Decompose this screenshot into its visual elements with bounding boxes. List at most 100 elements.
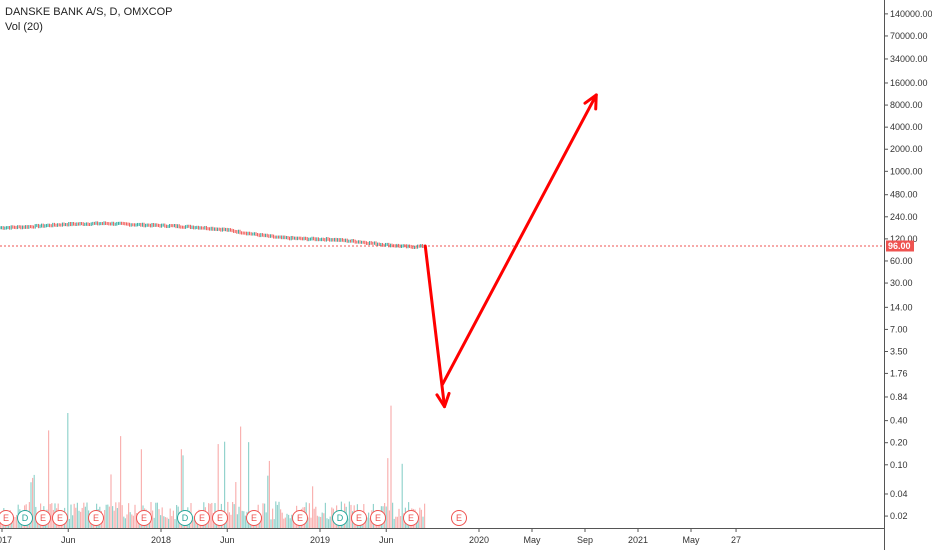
earnings-badge[interactable]: E [194,510,210,526]
badge-circle [292,510,308,526]
volume-bar [291,514,293,528]
x-tick-label: Sep [577,535,593,545]
y-tick-label: 2000.00 [890,144,923,154]
volume-bar [128,503,130,528]
last-price-tag-bg [886,240,914,252]
x-tick-label: 2018 [151,535,171,545]
volume-bar [329,516,331,528]
volume-bar [153,517,155,528]
badge-circle [403,510,419,526]
x-tick-label: May [523,535,541,545]
volume-bar [83,502,85,528]
volume-indicator-label: Vol (20) [5,21,43,33]
earnings-badge[interactable]: E [351,510,367,526]
y-tick-label: 60.00 [890,256,913,266]
y-tick-label: 30.00 [890,278,913,288]
volume-bar [273,519,275,528]
volume-bar [393,518,395,528]
badge-label: E [93,513,99,523]
earnings-badge[interactable]: E [292,510,308,526]
arrow-shaft[interactable] [441,93,598,386]
badge-label: E [3,513,9,523]
y-tick-label: 4000.00 [890,122,923,132]
earnings-badge[interactable]: E [52,510,68,526]
annotation-arrows[interactable] [423,93,598,409]
volume-bar [267,475,269,528]
volume-bar [105,504,107,528]
volume-bar [260,516,262,528]
earnings-badge[interactable]: E [370,510,386,526]
arrow-head[interactable] [435,391,451,409]
dividend-badge[interactable]: D [332,510,348,526]
x-axis-ticks: 2017 Jun 2018 Jun 2019 Jun 2020 May Sep 2021 May 27 [0,528,741,545]
earnings-badge[interactable]: E [403,510,419,526]
volume-bar [422,516,424,528]
volume-bar [280,509,282,528]
volume-bar [16,514,18,528]
volume-bar [241,510,243,528]
volume-bar [112,506,114,528]
earnings-badge[interactable]: E [88,510,104,526]
volume-bar [174,519,176,528]
volume-bar [131,514,133,528]
volume-bar [156,502,158,528]
y-tick-label: 0.20 [890,438,908,448]
y-tick-label: 0.02 [890,511,908,521]
y-axis-ticks: 280000.00140000.0070000.0034000.0016000.… [884,9,932,521]
volume-bar [240,426,242,528]
badge-label: E [356,513,362,523]
dividend-badge[interactable]: D [177,510,193,526]
volume-bar [323,513,325,528]
volume-bar [348,501,350,528]
volume-bar [307,517,309,528]
volume-bar [347,518,349,528]
badge-label: D [337,513,344,523]
volume-bar [262,503,264,528]
badge-label: E [408,513,414,523]
x-tick-label: 2019 [310,535,330,545]
volume-bar [121,505,123,528]
earnings-badge[interactable]: E [246,510,262,526]
earnings-badge[interactable]: E [451,510,467,526]
volume-bar [366,517,368,528]
volume-bar [236,514,238,528]
volume-bar [390,405,392,528]
badge-circle [246,510,262,526]
badge-circle [194,510,210,526]
volume-bar [392,502,394,528]
volume-bar [86,502,88,528]
volume-bar [369,518,371,528]
volume-bar [48,430,50,528]
volume-bar [318,516,320,528]
dividend-badge[interactable]: D [17,510,33,526]
x-tick-label: 2021 [628,535,648,545]
volume-bar [102,516,104,528]
arrow-head[interactable] [583,93,598,111]
volume-bar [84,506,86,528]
badge-circle [212,510,228,526]
volume-bar [70,504,72,528]
earnings-badge[interactable]: E [0,510,14,526]
earnings-badge[interactable]: E [136,510,152,526]
earnings-badge[interactable]: E [212,510,228,526]
earnings-badge[interactable]: E [35,510,51,526]
badge-circle [52,510,68,526]
volume-bar [270,519,272,528]
volume-bar [276,504,278,528]
badge-label: D [22,513,29,523]
volume-bar [398,508,400,528]
arrow-shaft[interactable] [423,244,446,409]
volume-bar [158,509,160,528]
volume-bar [123,516,125,528]
volume-bar [244,515,246,528]
volume-bar [80,511,82,528]
x-tick-label: 27 [731,535,741,545]
volume-bar [272,508,274,528]
volume-bar [115,502,117,528]
volume-bar [176,505,178,528]
x-tick-label: 2020 [469,535,489,545]
volume-bar [232,501,234,528]
volume-bar [68,518,70,528]
